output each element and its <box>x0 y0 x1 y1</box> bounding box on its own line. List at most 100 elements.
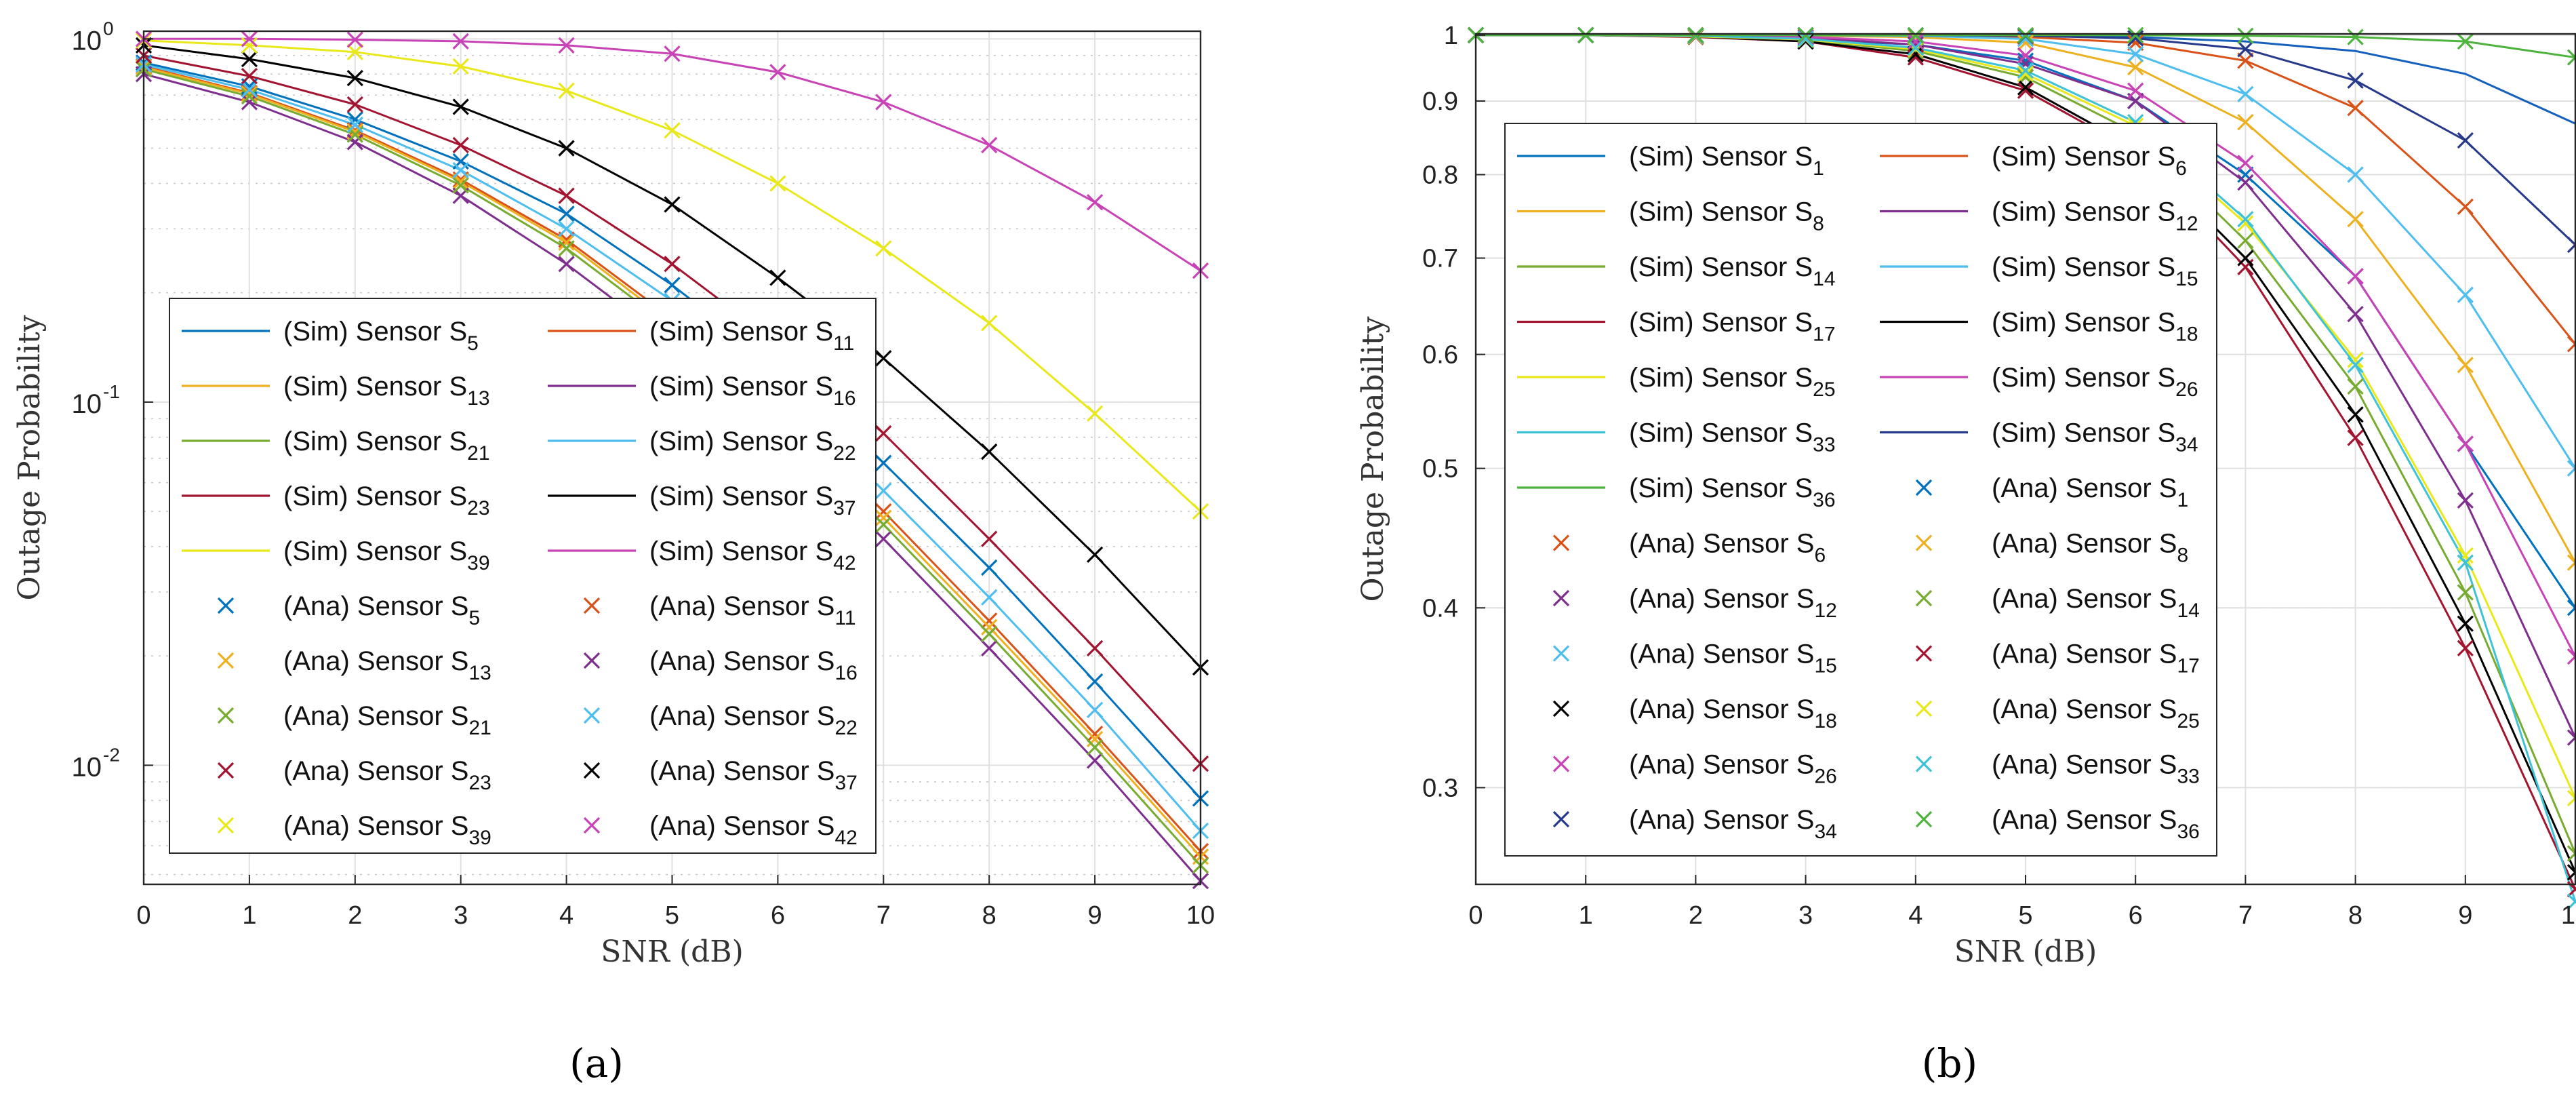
legend-entry-prefix: (Sim) Sensor S <box>1992 363 2175 393</box>
legend-entry-label: (Ana) Sensor S14 <box>1992 584 2200 622</box>
legend-entry-subscript: 36 <box>2177 821 2199 843</box>
legend-entry-prefix: (Sim) Sensor S <box>1629 473 1813 503</box>
legend-entry-prefix: (Ana) Sensor S <box>283 756 468 786</box>
data-point-s16 <box>875 530 892 547</box>
legend-entry-label: (Sim) Sensor S5 <box>283 317 479 355</box>
legend-entry-subscript: 11 <box>833 332 854 355</box>
legend-entry-prefix: (Ana) Sensor S <box>649 591 834 621</box>
data-point-s37 <box>241 50 258 68</box>
legend-entry-label: (Ana) Sensor S34 <box>1629 805 1837 843</box>
legend-entry-prefix: (Sim) Sensor S <box>1629 363 1813 393</box>
legend-entry-prefix: (Sim) Sensor S <box>1629 418 1813 448</box>
legend-entry-prefix: (Ana) Sensor S <box>649 701 834 731</box>
legend-entry-subscript: 26 <box>2175 378 2198 401</box>
data-point-s18 <box>2237 250 2254 267</box>
legend-entry-subscript: 21 <box>467 442 489 465</box>
legend-entry-label: (Sim) Sensor S6 <box>1992 142 2187 180</box>
data-point-s1 <box>2237 166 2254 183</box>
legend-entry-label: (Sim) Sensor S1 <box>1629 142 1824 180</box>
data-point-s18 <box>2347 406 2364 423</box>
legend-entry-prefix: (Ana) Sensor S <box>1629 640 1814 669</box>
legend-entry-prefix: (Ana) Sensor S <box>283 811 468 841</box>
data-point-s39 <box>769 175 786 192</box>
data-point-s36 <box>1687 26 1704 43</box>
legend-entry-subscript: 1 <box>2177 489 2188 511</box>
legend-entry-label: (Ana) Sensor S25 <box>1992 694 2200 732</box>
data-point-s36 <box>1907 26 1924 43</box>
legend-entry-label: (Ana) Sensor S42 <box>649 811 858 849</box>
y-tick-label: 0.5 <box>1422 455 1458 484</box>
legend-entry-prefix: (Sim) Sensor S <box>283 482 467 511</box>
legend-entry-subscript: 16 <box>834 662 857 684</box>
legend-entry-label: (Sim) Sensor S36 <box>1629 473 1836 511</box>
legend-entry-prefix: (Sim) Sensor S <box>1992 197 2175 227</box>
x-tick-label: 9 <box>1088 901 1102 930</box>
x-tick-label: 3 <box>454 901 468 930</box>
legend-entry-label: (Ana) Sensor S12 <box>1629 584 1837 622</box>
y-tick-label: 0.8 <box>1422 161 1458 189</box>
data-point-s11 <box>1086 726 1104 743</box>
legend-entry-subscript: 15 <box>2175 268 2198 290</box>
legend-entry-label: (Ana) Sensor S22 <box>649 701 858 739</box>
data-point-s16 <box>981 640 998 656</box>
data-point-s39 <box>558 82 575 99</box>
data-point-s13 <box>875 509 892 526</box>
x-tick-label: 1 <box>242 901 256 930</box>
legend-entry-label: (Ana) Sensor S33 <box>1992 750 2200 788</box>
legend: (Sim) Sensor S1(Sim) Sensor S8(Sim) Sens… <box>1504 123 2217 857</box>
legend-entry-subscript: 37 <box>833 497 856 519</box>
legend-entry-label: (Ana) Sensor S18 <box>1629 694 1837 732</box>
legend-entry-subscript: 21 <box>468 717 491 739</box>
legend-entry-prefix: (Ana) Sensor S <box>1992 473 2177 503</box>
data-point-s39 <box>981 315 998 332</box>
y-tick-label: 0.3 <box>1422 774 1458 802</box>
legend-entry-subscript: 23 <box>467 497 489 519</box>
data-point-s25 <box>2237 215 2254 232</box>
legend-entry-subscript: 22 <box>834 717 857 739</box>
legend-entry-label: (Sim) Sensor S18 <box>1992 308 2198 346</box>
x-tick-label: 10 <box>1186 901 1215 930</box>
legend-swatch-marker <box>1915 810 1933 828</box>
legend-entry-prefix: (Sim) Sensor S <box>1992 308 2175 338</box>
data-point-s21 <box>1086 739 1104 756</box>
y-tick-label-exp: 0 <box>103 18 114 39</box>
legend-entry-subscript: 16 <box>833 387 856 410</box>
data-point-s33 <box>1907 39 1924 56</box>
legend-entry-prefix: (Sim) Sensor S <box>283 317 467 347</box>
legend-box <box>1504 123 2217 857</box>
data-point-s5 <box>558 205 575 222</box>
data-point-s36 <box>2017 26 2034 43</box>
legend-entry-label: (Sim) Sensor S23 <box>283 482 490 519</box>
legend-swatch-marker <box>1552 700 1570 718</box>
y-tick-label: 1 <box>1444 22 1458 50</box>
legend-entry-prefix: (Ana) Sensor S <box>649 646 834 676</box>
legend-swatch-marker <box>1552 645 1570 662</box>
legend-entry-subscript: 34 <box>2175 434 2198 456</box>
data-point-s34 <box>2347 72 2364 89</box>
data-point-s12 <box>2457 492 2474 509</box>
data-point-s15 <box>2347 166 2364 183</box>
x-tick-label: 6 <box>771 901 785 930</box>
legend-entry-prefix: (Sim) Sensor S <box>1992 142 2175 172</box>
data-point-s23 <box>875 425 892 442</box>
data-point-s26 <box>1797 28 1814 45</box>
data-point-s23 <box>1086 640 1104 656</box>
legend-entry-label: (Sim) Sensor S13 <box>283 372 490 410</box>
legend-entry-subscript: 23 <box>468 772 491 794</box>
data-point-s22 <box>346 116 363 134</box>
data-point-s12 <box>2347 306 2364 323</box>
legend-entry-subscript: 17 <box>2177 655 2199 677</box>
legend-entry-prefix: (Ana) Sensor S <box>1629 529 1814 559</box>
legend-swatch-marker <box>583 597 601 614</box>
minor-grid <box>144 38 1201 876</box>
legend-entry-prefix: (Ana) Sensor S <box>1992 694 2177 724</box>
legend-entry-prefix: (Sim) Sensor S <box>1629 197 1813 227</box>
data-point-s14 <box>2457 584 2474 601</box>
legend-entry-subscript: 8 <box>2177 545 2188 567</box>
legend-entry-prefix: (Sim) Sensor S <box>1992 418 2175 448</box>
data-point-s15 <box>2237 85 2254 102</box>
legend-entry-label: (Sim) Sensor S26 <box>1992 363 2198 401</box>
legend-entry-label: (Sim) Sensor S25 <box>1629 363 1836 401</box>
legend-entry-subscript: 25 <box>1813 378 1835 401</box>
x-tick-label: 9 <box>2458 901 2472 930</box>
